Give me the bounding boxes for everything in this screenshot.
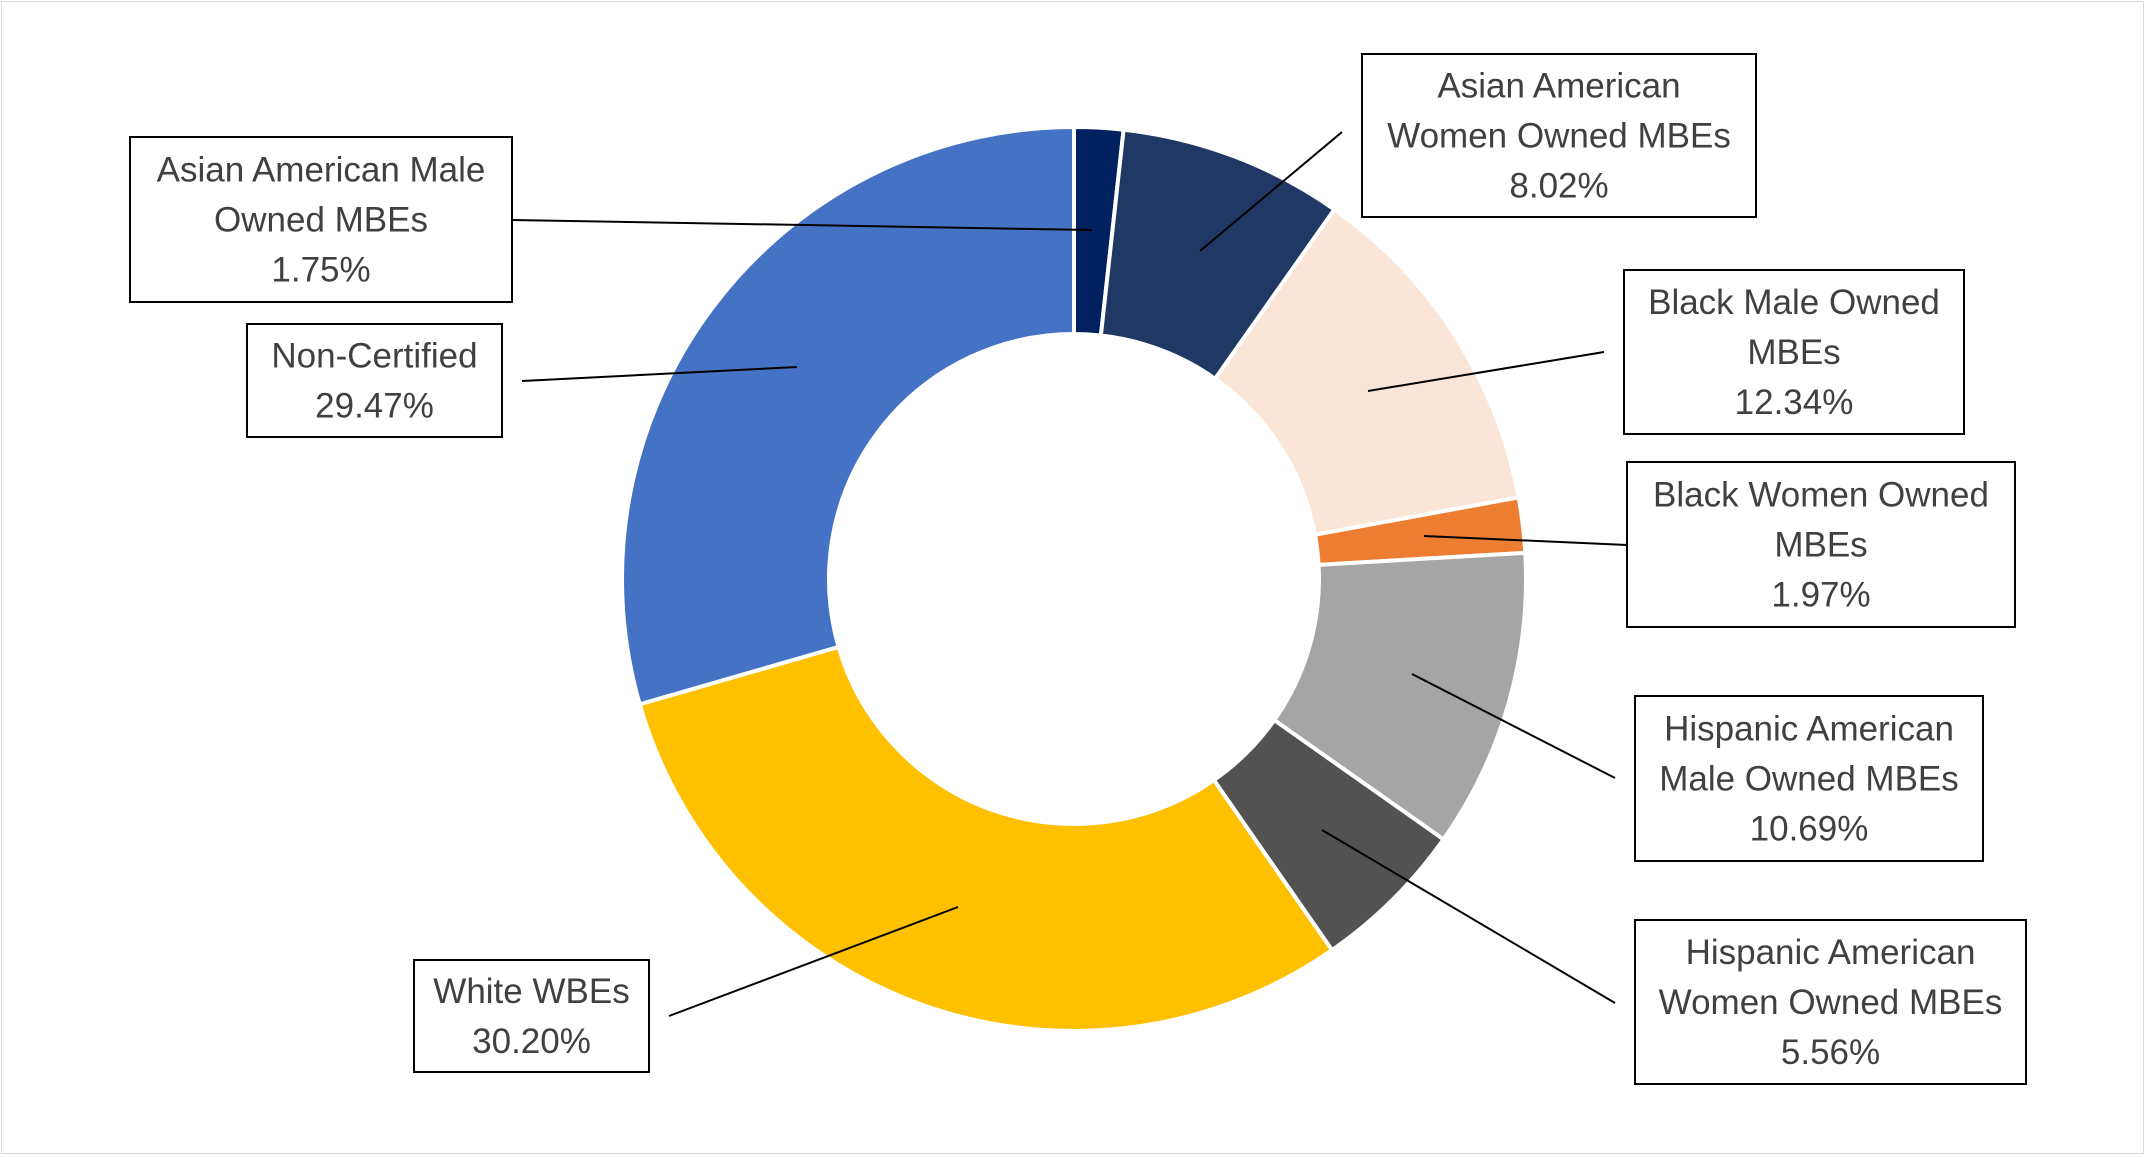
data-label-category: Male Owned MBEs: [1659, 760, 1959, 799]
leader-line-black-women-owned-mbes: [1423, 535, 1628, 546]
slice-hispanic-american-male-owned-mbes: [1271, 550, 1528, 843]
data-label-value: 5.56%: [1781, 1033, 1880, 1072]
data-label-box: [413, 959, 650, 1073]
data-label-value: 8.02%: [1509, 167, 1608, 206]
data-label-category: White WBEs: [433, 972, 629, 1011]
data-label-box: [1623, 269, 1965, 435]
data-label-asian-american-male-owned-mbes: Asian American Male Owned MBEs 1.75%: [129, 136, 513, 303]
data-label-category: Owned MBEs: [214, 201, 428, 240]
leader-line-non-certified: [521, 366, 798, 382]
slice-non-certified: [620, 124, 1076, 707]
data-label-black-women-owned-mbes: Black Women Owned MBEs 1.97%: [1626, 461, 2016, 628]
data-label-box: [246, 323, 503, 438]
leader-line-white-wbes: [668, 906, 959, 1017]
data-label-black-male-owned-mbes: Black Male Owned MBEs 12.34%: [1623, 269, 1965, 435]
leader-line-hispanic-american-male-owned-mbes: [1411, 673, 1616, 779]
leader-line-black-male-owned-mbes: [1367, 351, 1605, 392]
data-label-box: [1634, 695, 1984, 862]
data-label-white-wbes: White WBEs 30.20%: [413, 959, 650, 1073]
leader-line-hispanic-american-women-owned-mbes: [1321, 829, 1616, 1004]
data-label-category: Women Owned MBEs: [1659, 983, 2003, 1022]
data-label-box: [129, 136, 513, 303]
data-label-box: [1634, 919, 2027, 1085]
slice-black-male-owned-mbes: [1212, 206, 1521, 538]
data-label-value: 1.97%: [1771, 576, 1870, 615]
data-label-value: 29.47%: [315, 387, 434, 426]
data-label-category: Asian American: [1437, 67, 1680, 106]
data-label-hispanic-american-women-owned-mbes: Hispanic American Women Owned MBEs 5.56%: [1634, 919, 2027, 1085]
data-label-value: 12.34%: [1735, 383, 1854, 422]
data-label-value: 1.75%: [271, 251, 370, 290]
donut-slices: [620, 124, 1528, 1033]
data-label-value: 30.20%: [472, 1022, 591, 1061]
leader-line-asian-american-women-owned-mbes: [1199, 131, 1343, 252]
data-label-category: Hispanic American: [1686, 933, 1976, 972]
data-label-category: Women Owned MBEs: [1387, 117, 1731, 156]
data-label-category: Asian American Male: [157, 151, 486, 190]
data-label-category: Non-Certified: [271, 337, 477, 376]
data-label-category: Black Male Owned: [1648, 283, 1940, 322]
data-label-category: Hispanic American: [1664, 710, 1954, 749]
data-label-hispanic-american-male-owned-mbes: Hispanic American Male Owned MBEs 10.69%: [1634, 695, 1984, 862]
slice-white-wbes: [637, 644, 1335, 1033]
data-label-category: MBEs: [1747, 333, 1840, 372]
data-label-category: Black Women Owned: [1653, 476, 1989, 515]
data-label-box: [1361, 53, 1757, 218]
data-label-non-certified: Non-Certified 29.47%: [246, 323, 503, 438]
data-label-asian-american-women-owned-mbes: Asian American Women Owned MBEs 8.02%: [1361, 53, 1757, 218]
data-label-category: MBEs: [1774, 526, 1867, 565]
data-label-box: [1626, 461, 2016, 628]
data-label-value: 10.69%: [1750, 810, 1869, 849]
leader-line-asian-american-male-owned-mbes: [511, 219, 1093, 231]
leader-lines: [511, 131, 1628, 1017]
